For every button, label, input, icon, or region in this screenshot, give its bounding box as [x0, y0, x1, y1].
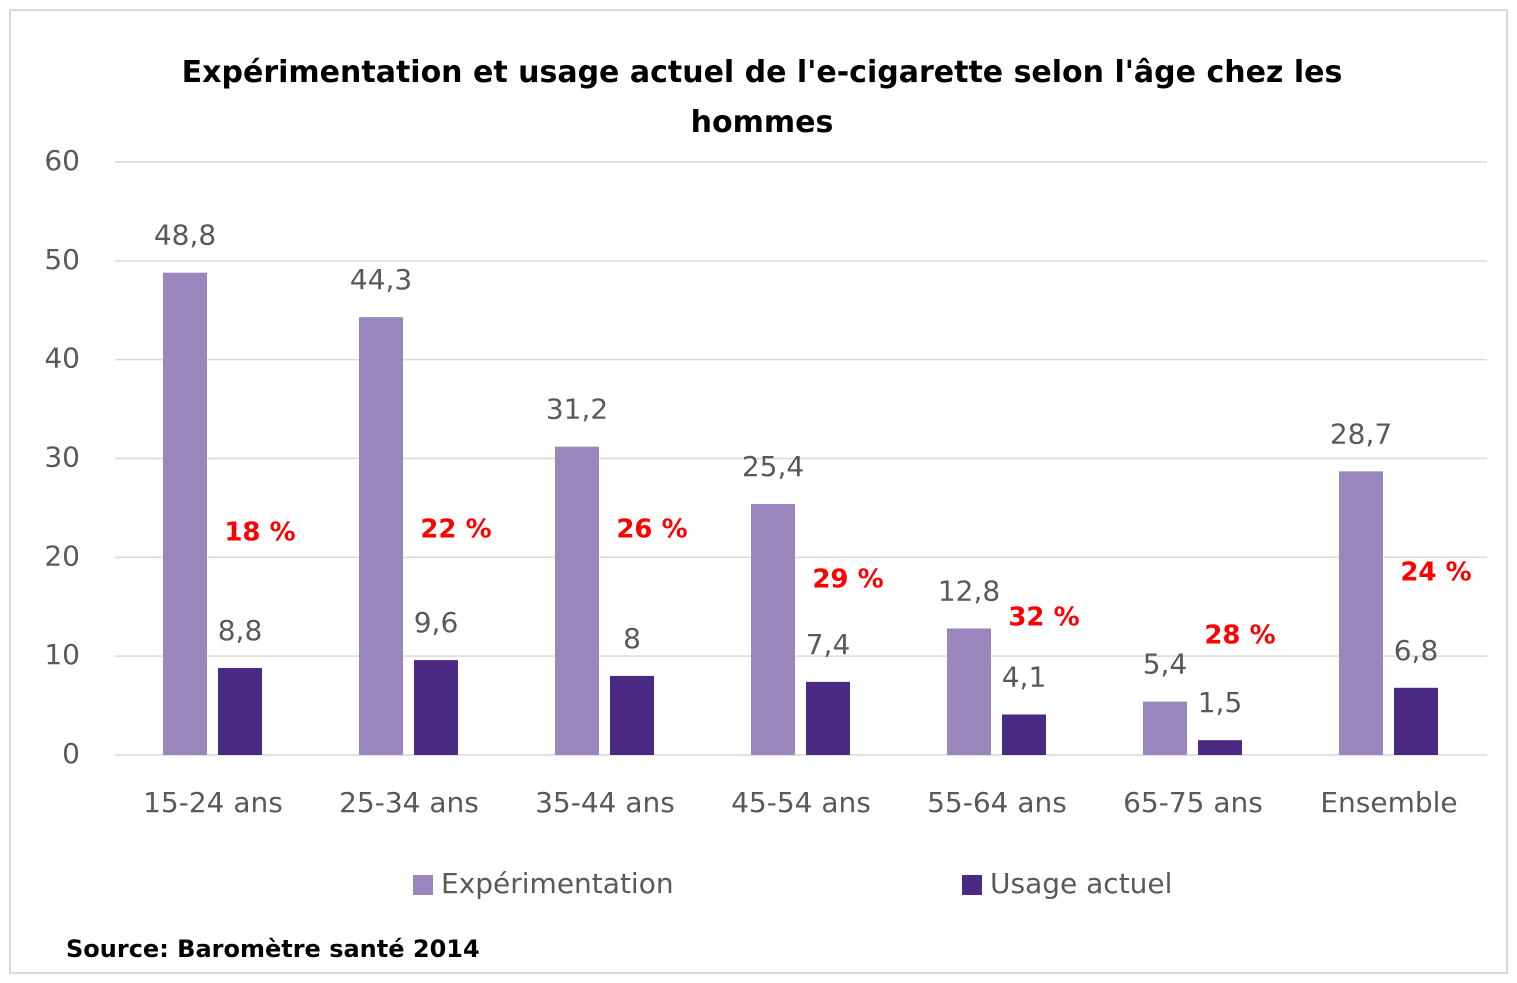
- y-tick-label: 40: [44, 342, 80, 375]
- bar: [751, 503, 795, 755]
- bar: [414, 660, 458, 755]
- x-tick-label: 35-44 ans: [535, 786, 675, 819]
- data-label: 31,2: [546, 393, 608, 426]
- bar: [218, 668, 262, 755]
- bar: [1002, 714, 1046, 755]
- legend-swatch: [413, 875, 433, 895]
- legend-label: Usage actuel: [990, 867, 1172, 900]
- data-label: 1,5: [1198, 686, 1243, 719]
- x-tick-label: 25-34 ans: [339, 786, 479, 819]
- annotation: 29 %: [812, 565, 883, 595]
- data-label: 6,8: [1394, 634, 1439, 667]
- y-tick-label: 50: [44, 243, 80, 276]
- annotation: 26 %: [616, 515, 687, 545]
- y-tick-label: 0: [62, 737, 80, 770]
- annotation: 28 %: [1204, 621, 1275, 651]
- data-label: 9,6: [414, 606, 459, 639]
- data-label: 5,4: [1143, 648, 1188, 681]
- x-tick-label: 15-24 ans: [143, 786, 283, 819]
- x-tick-label: 45-54 ans: [731, 786, 871, 819]
- bar: [1339, 471, 1383, 755]
- bar: [1394, 687, 1438, 755]
- chart-title: Expérimentation et usage actuel de l'e-c…: [182, 55, 1343, 140]
- x-tick-label: Ensemble: [1320, 786, 1457, 819]
- y-tick-label: 20: [44, 539, 80, 572]
- bar: [163, 272, 207, 755]
- annotation: 32 %: [1008, 603, 1079, 633]
- annotation: 22 %: [420, 515, 491, 545]
- bar: [947, 628, 991, 755]
- annotation: 24 %: [1400, 558, 1471, 588]
- data-label: 44,3: [350, 263, 412, 296]
- data-label: 8: [623, 622, 641, 655]
- bar: [1198, 740, 1242, 755]
- bar: [806, 681, 850, 755]
- data-label: 48,8: [154, 219, 216, 252]
- x-tick-label: 65-75 ans: [1123, 786, 1263, 819]
- x-tick-label: 55-64 ans: [927, 786, 1067, 819]
- data-label: 12,8: [938, 574, 1000, 607]
- frame: [9, 9, 1508, 974]
- bar: [359, 317, 403, 755]
- data-label: 28,7: [1330, 417, 1392, 450]
- legend-label: Expérimentation: [441, 867, 674, 900]
- annotation: 18 %: [224, 518, 295, 548]
- source: Source: Baromètre santé 2014: [66, 935, 480, 963]
- data-label: 4,1: [1002, 660, 1047, 693]
- y-tick-label: 10: [44, 638, 80, 671]
- data-label: 25,4: [742, 450, 804, 483]
- legend-swatch: [962, 875, 982, 895]
- y-tick-label: 60: [44, 144, 80, 177]
- data-label: 8,8: [218, 614, 263, 647]
- bar: [555, 446, 599, 755]
- y-tick-label: 30: [44, 441, 80, 474]
- bar: [610, 675, 654, 755]
- bar: [1143, 701, 1187, 755]
- data-label: 7,4: [806, 628, 851, 661]
